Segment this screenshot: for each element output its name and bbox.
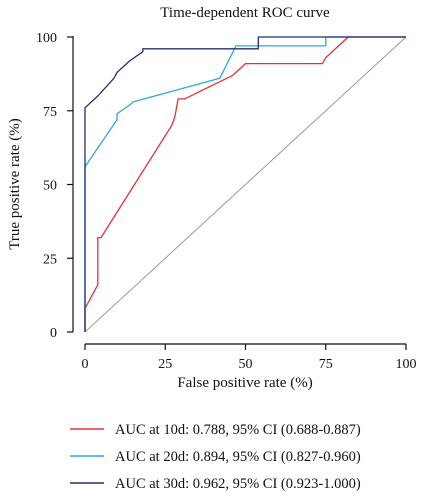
reference-diagonal-layer (84, 36, 407, 333)
chart-title: Time-dependent ROC curve (160, 5, 330, 21)
axis-ticks: 0 25 50 75 100 0 25 50 75 100 (36, 31, 417, 372)
roc-series-line-2 (84, 36, 406, 332)
legend-label-2: AUC at 20d: 0.894, 95% CI (0.827-0.960) (115, 449, 361, 465)
y-tick-label: 50 (43, 179, 57, 194)
reference-diagonal (84, 36, 407, 333)
x-tick-label: 25 (158, 357, 172, 372)
y-axis-label: True positive rate (%) (7, 118, 23, 250)
x-tick-label: 50 (239, 357, 253, 372)
x-tick-label: 100 (396, 357, 417, 372)
series-layer (84, 36, 406, 332)
y-tick-label: 75 (43, 105, 57, 120)
legend-label-1: AUC at 10d: 0.788, 95% CI (0.688-0.887) (115, 422, 361, 438)
x-tick-label: 0 (82, 357, 89, 372)
roc-series-line-1 (84, 36, 406, 332)
y-tick-label: 100 (36, 31, 57, 46)
roc-series-line-3 (84, 36, 406, 332)
y-tick-label: 25 (43, 252, 57, 267)
x-tick-label: 75 (319, 357, 333, 372)
legend: AUC at 10d: 0.788, 95% CI (0.688-0.887) A… (70, 422, 361, 492)
x-axis-label: False positive rate (%) (177, 375, 312, 391)
y-tick-label: 0 (50, 326, 57, 341)
legend-label-3: AUC at 30d: 0.962, 95% CI (0.923-1.000) (115, 476, 361, 492)
